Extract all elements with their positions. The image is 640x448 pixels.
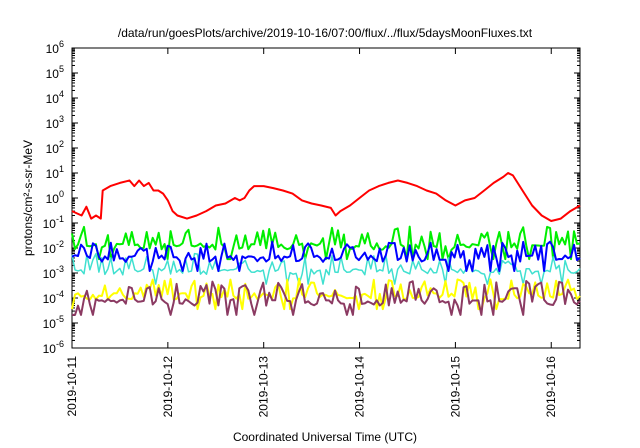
y-tick-label: 10-2 bbox=[43, 239, 64, 256]
series-line-3 bbox=[71, 240, 581, 272]
series-line-0 bbox=[71, 172, 581, 222]
y-tick-label: 10-6 bbox=[43, 339, 64, 356]
y-tick-label: 100 bbox=[46, 189, 64, 206]
y-tick-label: 103 bbox=[46, 114, 64, 131]
x-tick-label: 2019-10-16 bbox=[544, 356, 558, 418]
x-tick-label: 2019-10-14 bbox=[353, 356, 367, 418]
x-tick-label: 2019-10-12 bbox=[161, 356, 175, 418]
x-tick-label: 2019-10-11 bbox=[65, 356, 79, 417]
axes: 10-6 10-5 10-4 10-3 10-2 10-1 100 101 102 103 104 1… bbox=[43, 39, 581, 418]
y-tick-label: 10-4 bbox=[43, 289, 64, 306]
y-axis-label-text: protons/cm²-s-sr-MeV bbox=[21, 140, 35, 256]
y-axis-label: protons/cm²-s-sr-MeV bbox=[21, 140, 35, 256]
series-line-2 bbox=[71, 252, 581, 285]
x-tick-label: 2019-10-13 bbox=[257, 356, 271, 418]
plot-frame bbox=[71, 47, 581, 349]
y-tick-label: 106 bbox=[46, 39, 64, 56]
y-tick-label: 10-5 bbox=[43, 314, 64, 331]
y-tick-label: 104 bbox=[46, 89, 64, 106]
y-tick-label: 102 bbox=[46, 139, 64, 156]
y-tick-label: 101 bbox=[46, 164, 64, 181]
y-tick-label: 10-1 bbox=[43, 214, 64, 231]
series-line-5 bbox=[72, 280, 581, 316]
series-line-4 bbox=[71, 277, 581, 311]
x-tick-label: 2019-10-15 bbox=[448, 356, 462, 418]
y-tick-label: 10-3 bbox=[43, 264, 64, 281]
x-axis-label: Coordinated Universal Time (UTC) bbox=[233, 430, 417, 444]
series-layer bbox=[71, 172, 581, 316]
y-tick-label: 105 bbox=[46, 64, 64, 81]
chart-title: /data/run/goesPlots/archive/2019-10-16/0… bbox=[118, 26, 533, 40]
